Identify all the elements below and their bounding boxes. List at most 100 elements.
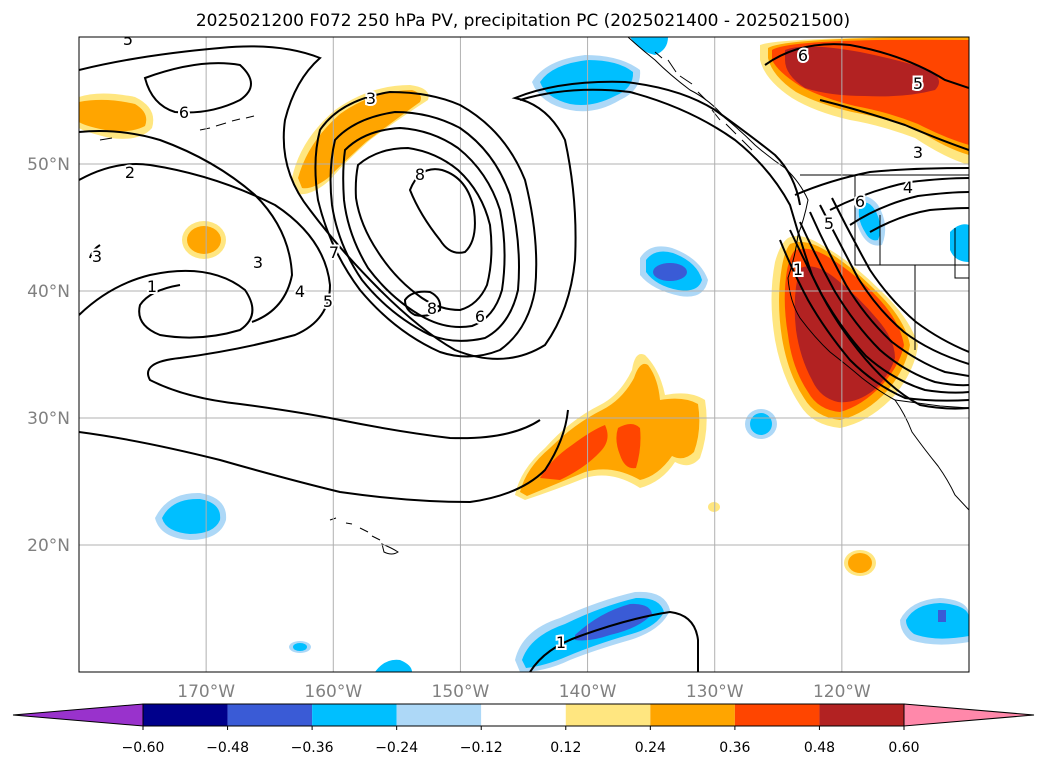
contour-label: 1: [147, 277, 157, 296]
x-tick-label: 140°W: [559, 682, 617, 702]
contour-label: 6: [855, 192, 865, 211]
contour-label: 8: [427, 299, 437, 318]
precip-neg-160w-south-inner: [293, 643, 307, 651]
pv-contour-ne-1: [794, 167, 969, 196]
pv-contour-east-3: [789, 229, 969, 394]
contour-label: 3: [92, 247, 102, 266]
precip-dot-120w-inner: [848, 553, 872, 573]
contour-label: 6: [179, 103, 189, 122]
colorbar-segment: [227, 704, 313, 726]
precip-neg-140w-core: [653, 263, 687, 281]
colorbar: −0.60 −0.48 −0.36 −0.24 −0.12 0.12 0.24 0.36 0.4…: [12, 703, 1035, 756]
y-tick-label: 20°N: [27, 536, 70, 556]
contour-label: 5: [123, 30, 133, 49]
colorbar-tick-label: 0.48: [804, 740, 835, 756]
contour-label: 8: [415, 165, 425, 184]
pv-contour-1-west: [79, 269, 254, 339]
x-tick-label: 120°W: [813, 682, 871, 702]
map-frame: [78, 36, 970, 673]
precip-neg-hawaii-west-inner: [162, 498, 221, 534]
colorbar-segment: [143, 704, 228, 726]
precip-neg-bottom: [375, 659, 412, 672]
pv-contour-east-6: [819, 204, 969, 365]
pv-contour-east-4: [799, 221, 969, 387]
x-axis-tick-labels: 170°W 160°W 150°W 140°W 130°W 120°W: [177, 682, 871, 702]
precip-neg-north-coast: [630, 37, 668, 55]
colorbar-tick-label: −0.48: [206, 740, 249, 756]
colorbar-tick-label: −0.12: [460, 740, 503, 756]
gridlines: [79, 37, 969, 672]
colorbar-tick-label: −0.60: [122, 740, 165, 756]
pv-contour-east-2: [779, 239, 969, 402]
colorbar-segment: [734, 704, 820, 726]
pv-contour-north-loop: [143, 62, 252, 114]
pv-contour-2: [79, 163, 541, 440]
pv-contour-outer: [79, 45, 801, 360]
contour-label: 5: [913, 74, 923, 93]
colorbar-tick-label: −0.24: [375, 740, 418, 756]
colorbar-extend-low: [12, 703, 144, 727]
pv-contour-top-right-2: [819, 99, 969, 151]
x-tick-label: 170°W: [177, 682, 235, 702]
pv-contour-low: [314, 90, 538, 358]
border-state-4: [954, 228, 969, 279]
precip-blob-northeast-dark: [785, 46, 939, 97]
contour-label: 4: [295, 282, 305, 301]
pv-contour-ne-2: [829, 177, 969, 211]
contour-label: 5: [824, 214, 834, 233]
pv-contour-3: [79, 130, 294, 323]
y-tick-label: 50°N: [27, 155, 70, 175]
y-tick-label: 30°N: [27, 409, 70, 429]
colorbar-segment: [396, 704, 482, 726]
precip-blob-california-dark: [794, 266, 895, 403]
precip-neg-126w-inner: [750, 413, 772, 435]
contour-label: 3: [366, 89, 376, 108]
colorbar-segment: [650, 704, 735, 726]
contour-label: 1: [556, 633, 566, 652]
contour-label: 4: [903, 178, 913, 197]
colorbar-tick-label: 0.60: [888, 740, 919, 756]
pv-contour-ne-4: [869, 207, 969, 233]
coastline-alaska-islands: [654, 51, 753, 151]
contour-label: 1: [793, 260, 803, 279]
x-tick-label: 130°W: [686, 682, 744, 702]
pv-contour-small-loop: [89, 244, 101, 259]
pv-contour-6: [329, 110, 520, 342]
x-tick-label: 160°W: [304, 682, 362, 702]
pv-contour-east-5: [809, 211, 969, 377]
map-plot-area: 5 6 2 3 1 3 4 5 7 8 8 6 3 6 5 3 4 5 6 1 …: [79, 30, 969, 672]
pv-contour-8a: [354, 146, 493, 312]
colorbar-tick-label: 0.24: [635, 740, 666, 756]
pv-contour-7: [342, 126, 506, 328]
y-axis-tick-labels: 20°N 30°N 40°N 50°N: [27, 155, 70, 556]
colorbar-extend-high: [903, 703, 1035, 727]
colorbar-segment: [312, 704, 397, 726]
colorbar-tick-label: 0.36: [719, 740, 750, 756]
y-tick-label: 40°N: [27, 282, 70, 302]
border-us-mexico: [894, 399, 969, 409]
colorbar-tick-label: 0.12: [550, 740, 581, 756]
precip-blob-subtropical-red: [540, 424, 641, 480]
precip-dot-130w: [708, 502, 720, 512]
contour-label: 3: [913, 143, 923, 162]
precip-neg-southeast-inner: [906, 603, 969, 639]
precip-blob-170w-inner: [187, 226, 221, 254]
x-tick-label: 150°W: [432, 682, 490, 702]
pv-contour-south-1: [529, 610, 699, 672]
pv-contour-east-1: [519, 88, 969, 410]
precip-neg-southeast-core: [938, 610, 946, 622]
contour-label: 3: [253, 253, 263, 272]
pv-contours: [79, 43, 969, 672]
colorbar-segment: [481, 704, 566, 726]
chart-title: 2025021200 F072 250 hPa PV, precipitatio…: [196, 11, 850, 31]
contour-label: 7: [329, 243, 339, 262]
coastline-aleutians: [99, 115, 255, 141]
pv-contour-ne-3: [849, 191, 969, 226]
contour-label: 2: [125, 163, 135, 182]
pv-contour-east-7: [831, 197, 969, 353]
border-state-1: [854, 175, 969, 266]
colorbar-frame: [142, 703, 905, 727]
pv-contour-top-right: [764, 43, 969, 89]
colorbar-segment: [565, 704, 651, 726]
